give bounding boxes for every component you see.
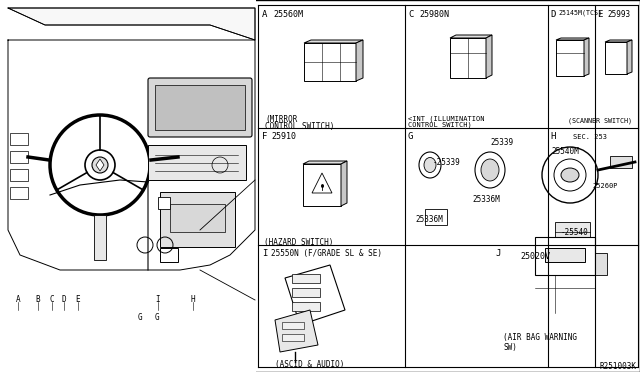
Bar: [170, 204, 225, 232]
Text: (AIR BAG WARNING: (AIR BAG WARNING: [503, 333, 577, 342]
Text: E: E: [76, 295, 80, 305]
Bar: [303, 164, 341, 206]
Polygon shape: [275, 310, 318, 352]
Polygon shape: [96, 159, 104, 171]
Bar: [155, 85, 245, 130]
Bar: [595, 253, 607, 275]
Bar: [545, 248, 585, 262]
Text: 25336M: 25336M: [415, 215, 443, 224]
Bar: [450, 38, 486, 78]
Text: E: E: [597, 10, 602, 19]
Bar: [94, 215, 106, 260]
Polygon shape: [341, 161, 347, 206]
Bar: [148, 145, 246, 180]
Bar: [535, 237, 595, 275]
Ellipse shape: [481, 159, 499, 181]
Ellipse shape: [419, 152, 441, 178]
Text: <INT (ILLUMINATION: <INT (ILLUMINATION: [408, 115, 484, 122]
Text: H: H: [191, 295, 195, 305]
Bar: [158, 197, 170, 209]
Polygon shape: [304, 40, 363, 43]
Bar: [160, 248, 178, 262]
Polygon shape: [356, 40, 363, 81]
Text: C: C: [50, 295, 54, 305]
Polygon shape: [285, 265, 345, 325]
Text: G: G: [138, 314, 142, 323]
Bar: [160, 192, 235, 247]
Bar: [605, 42, 627, 74]
Polygon shape: [312, 173, 332, 193]
Text: F: F: [262, 132, 268, 141]
Text: J: J: [495, 249, 500, 258]
Bar: [175, 147, 190, 165]
Ellipse shape: [424, 157, 436, 173]
Text: A: A: [262, 10, 268, 19]
Text: (HAZARD SWITCH): (HAZARD SWITCH): [264, 238, 333, 247]
Text: (SCANNER SWITCH): (SCANNER SWITCH): [568, 118, 632, 125]
Text: D: D: [61, 295, 67, 305]
Text: A: A: [16, 295, 20, 305]
Text: H: H: [550, 132, 556, 141]
Ellipse shape: [561, 168, 579, 182]
Circle shape: [92, 157, 108, 173]
Bar: [425, 209, 447, 225]
Text: -25339: -25339: [433, 158, 461, 167]
Bar: [292, 288, 320, 297]
Text: B: B: [36, 295, 40, 305]
Text: 25910: 25910: [271, 132, 296, 141]
Bar: [292, 274, 320, 283]
Text: G: G: [155, 314, 159, 323]
Text: CONTROL SWITCH): CONTROL SWITCH): [265, 122, 334, 131]
Text: 25336M: 25336M: [472, 195, 500, 204]
Text: 25145M(TCS): 25145M(TCS): [558, 10, 602, 16]
Polygon shape: [584, 38, 589, 76]
Text: 25993: 25993: [607, 10, 630, 19]
Text: I: I: [262, 249, 268, 258]
Bar: [304, 43, 356, 81]
Bar: [555, 222, 590, 240]
Text: R251003K: R251003K: [599, 362, 636, 371]
Bar: [0, 0, 256, 372]
Text: 25339: 25339: [490, 138, 513, 147]
Text: SW): SW): [503, 343, 517, 352]
Text: (MIRROR: (MIRROR: [265, 115, 298, 124]
Polygon shape: [627, 40, 632, 74]
Polygon shape: [8, 8, 255, 40]
Bar: [610, 156, 632, 168]
Text: I: I: [156, 295, 160, 305]
Text: SEC. 253: SEC. 253: [573, 134, 607, 140]
Bar: [282, 334, 304, 341]
Text: 25020V: 25020V: [520, 252, 550, 261]
Bar: [282, 322, 304, 329]
Polygon shape: [303, 161, 347, 164]
Text: 25540M: 25540M: [551, 147, 579, 156]
Text: D: D: [550, 10, 556, 19]
Ellipse shape: [475, 152, 505, 188]
Bar: [556, 40, 584, 76]
Bar: [10, 133, 28, 145]
Text: 25550N (F/GRADE SL & SE): 25550N (F/GRADE SL & SE): [271, 249, 382, 258]
FancyBboxPatch shape: [148, 78, 252, 137]
Bar: [10, 187, 28, 199]
Text: C: C: [408, 10, 413, 19]
Text: 25560M: 25560M: [273, 10, 303, 19]
Bar: [10, 151, 28, 163]
Polygon shape: [486, 35, 492, 78]
Text: G: G: [408, 132, 413, 141]
Bar: [292, 302, 320, 311]
Polygon shape: [556, 38, 589, 40]
Text: 25260P: 25260P: [592, 183, 618, 189]
Polygon shape: [450, 35, 492, 38]
Text: -25540: -25540: [561, 228, 589, 237]
Text: CONTROL SWITCH): CONTROL SWITCH): [408, 122, 472, 128]
Text: 25980N: 25980N: [419, 10, 449, 19]
Bar: [10, 169, 28, 181]
Text: (ASCID & AUDIO): (ASCID & AUDIO): [275, 360, 344, 369]
Polygon shape: [605, 40, 632, 42]
